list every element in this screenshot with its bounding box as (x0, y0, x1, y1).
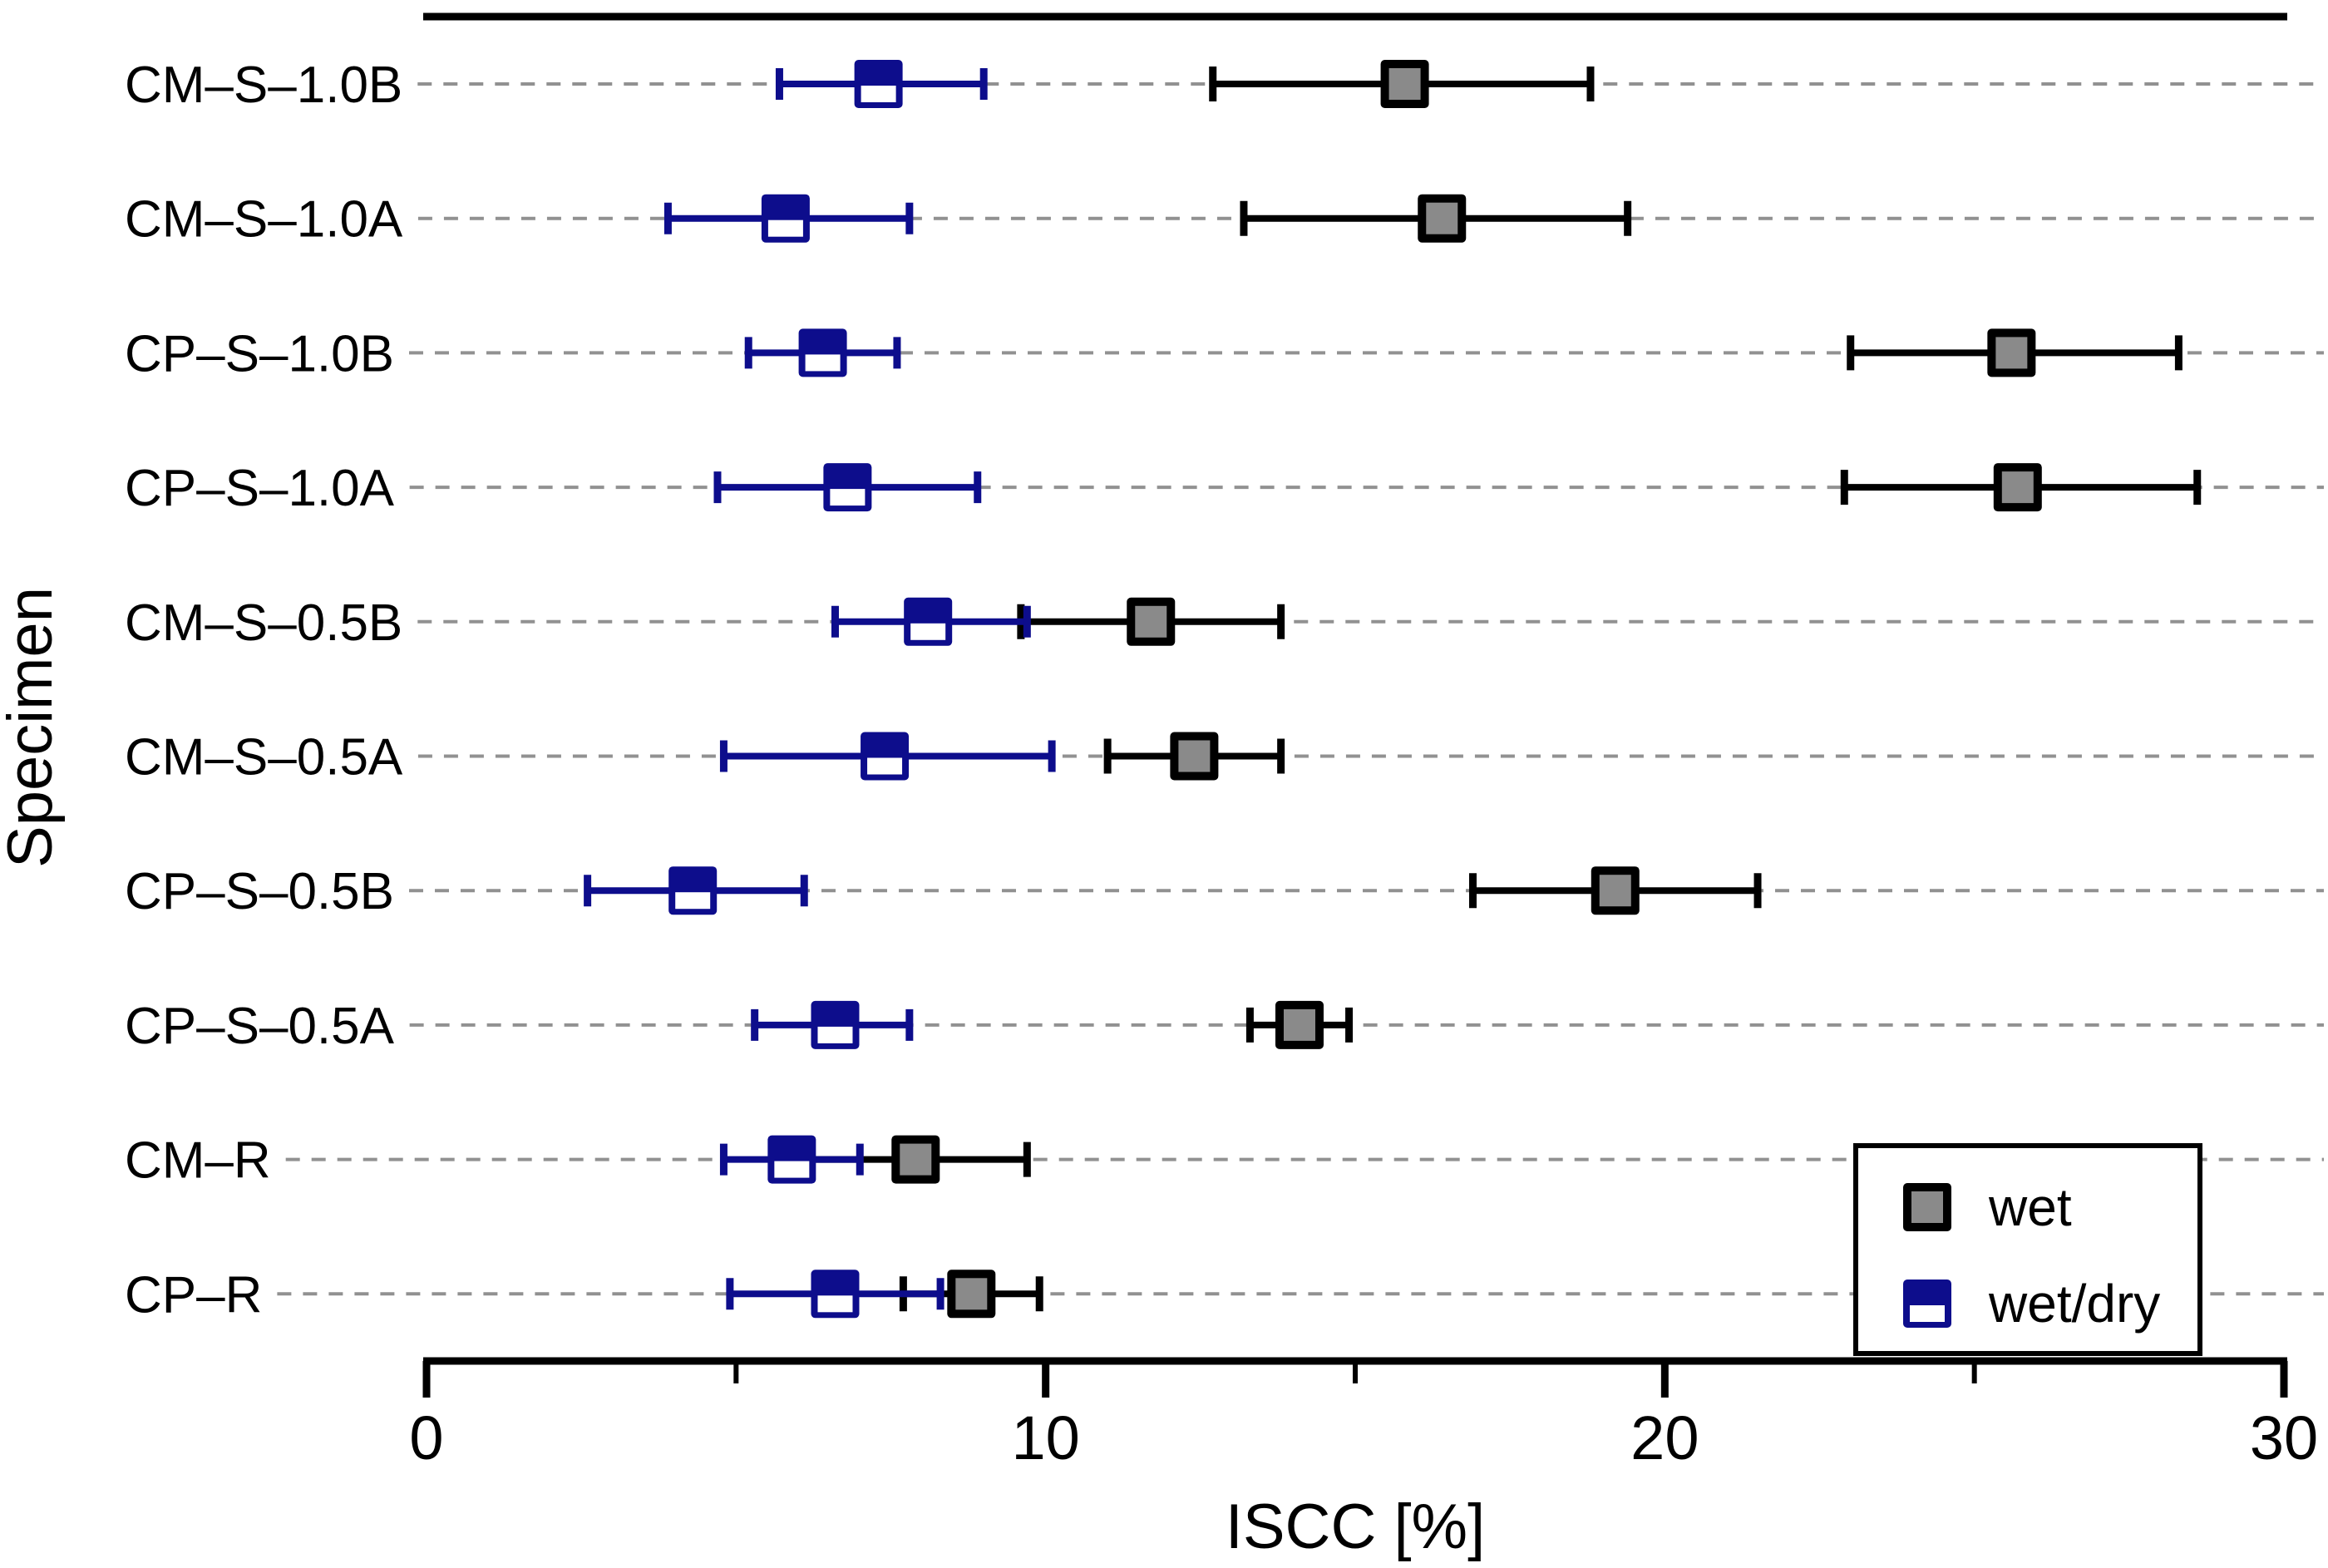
wetdry-marker-window (1910, 1305, 1945, 1322)
category-label-layer: CM–S–1.0B CM–S–1.0A CP–S–1.0B CP–S–1.0A CM–S… (125, 57, 403, 1324)
wet-marker-fill (1599, 875, 1631, 907)
category-label: CP–S–1.0B (125, 325, 394, 382)
wet-marker-fill (955, 1278, 988, 1310)
axis-layer: 0 10 20 30 (409, 12, 2318, 1472)
wetdry-marker (668, 866, 718, 915)
grid-layer (277, 82, 2324, 1296)
data-row (719, 1135, 1031, 1184)
wet-marker (1993, 463, 2042, 512)
wetdry-marker (823, 463, 872, 512)
category-label: CM–S–1.0A (125, 191, 403, 249)
wet-marker (891, 1135, 940, 1184)
wet-marker-fill (2001, 471, 2034, 504)
category-label: CM–S–0.5B (125, 594, 402, 652)
wet-marker (1275, 1000, 1324, 1049)
wetdry-marker-window (830, 489, 866, 506)
category-label: CP–S–0.5A (125, 998, 395, 1055)
wetdry-marker (811, 1270, 860, 1319)
legend-label: wet (1988, 1177, 2072, 1237)
wet-marker (1170, 732, 1219, 781)
wetdry-marker (811, 1000, 860, 1049)
wet-marker-fill (1426, 202, 1458, 234)
data-row (775, 60, 1595, 108)
x-tick-label: 10 (1012, 1403, 1080, 1472)
wet-marker (1127, 597, 1176, 646)
data-row (663, 194, 1632, 243)
wet-marker-fill (1388, 68, 1421, 100)
wetdry-marker-window (817, 1026, 853, 1043)
wetdry-marker (761, 194, 810, 243)
wet-marker (1903, 1183, 1951, 1231)
category-label: CP–R (125, 1266, 262, 1324)
wet-marker-fill (1911, 1191, 1943, 1223)
legend-item: wet (1903, 1177, 2072, 1237)
data-row (726, 1270, 1043, 1319)
x-tick-label: 30 (2250, 1403, 2318, 1472)
data-row (744, 328, 2182, 377)
wetdry-marker-window (861, 86, 896, 102)
wet-marker (947, 1270, 996, 1319)
wet-marker-fill (900, 1143, 932, 1176)
wet-marker-fill (1135, 605, 1167, 638)
wetdry-marker (798, 328, 847, 377)
x-axis-title: ISCC [%] (1226, 1492, 1486, 1562)
wetdry-marker-window (675, 892, 711, 910)
wet-marker-fill (1995, 337, 2028, 369)
series-layer (584, 60, 2202, 1319)
category-label: CP–S–1.0A (125, 460, 395, 517)
data-row (719, 732, 1285, 781)
wet-marker-fill (1283, 1008, 1315, 1041)
wetdry-marker (854, 60, 903, 108)
wetdry-marker-window (910, 623, 946, 640)
wet-marker (1418, 194, 1467, 243)
wetdry-marker-window (774, 1161, 810, 1178)
wetdry-marker-window (817, 1295, 853, 1313)
data-row (584, 866, 1762, 915)
wetdry-marker-window (805, 354, 841, 372)
category-label: CM–S–0.5A (125, 729, 403, 786)
category-label: CM–S–1.0B (125, 57, 402, 114)
x-tick-label: 0 (409, 1403, 443, 1472)
data-row (713, 463, 2202, 512)
wetdry-marker (861, 732, 910, 781)
wet-marker (1380, 60, 1429, 108)
wet-marker (1591, 866, 1640, 915)
legend-label: wet/dry (1988, 1274, 2160, 1334)
wetdry-marker-window (867, 757, 903, 775)
category-label: CM–R (125, 1132, 271, 1190)
wet-marker (1987, 328, 2036, 377)
y-axis-title: Specimen (0, 587, 66, 868)
legend-item: wet/dry (1903, 1274, 2160, 1334)
data-row (831, 597, 1285, 646)
wetdry-marker (1903, 1280, 1951, 1328)
legend-layer: wet wet/dry (1853, 1143, 2202, 1356)
wet-marker-fill (1178, 740, 1211, 772)
category-label: CP–S–0.5B (125, 863, 394, 920)
wetdry-marker-window (767, 219, 803, 237)
data-row (751, 1000, 1354, 1049)
x-tick-label: 20 (1630, 1403, 1699, 1472)
wetdry-marker (767, 1135, 816, 1184)
wetdry-marker (904, 597, 953, 646)
